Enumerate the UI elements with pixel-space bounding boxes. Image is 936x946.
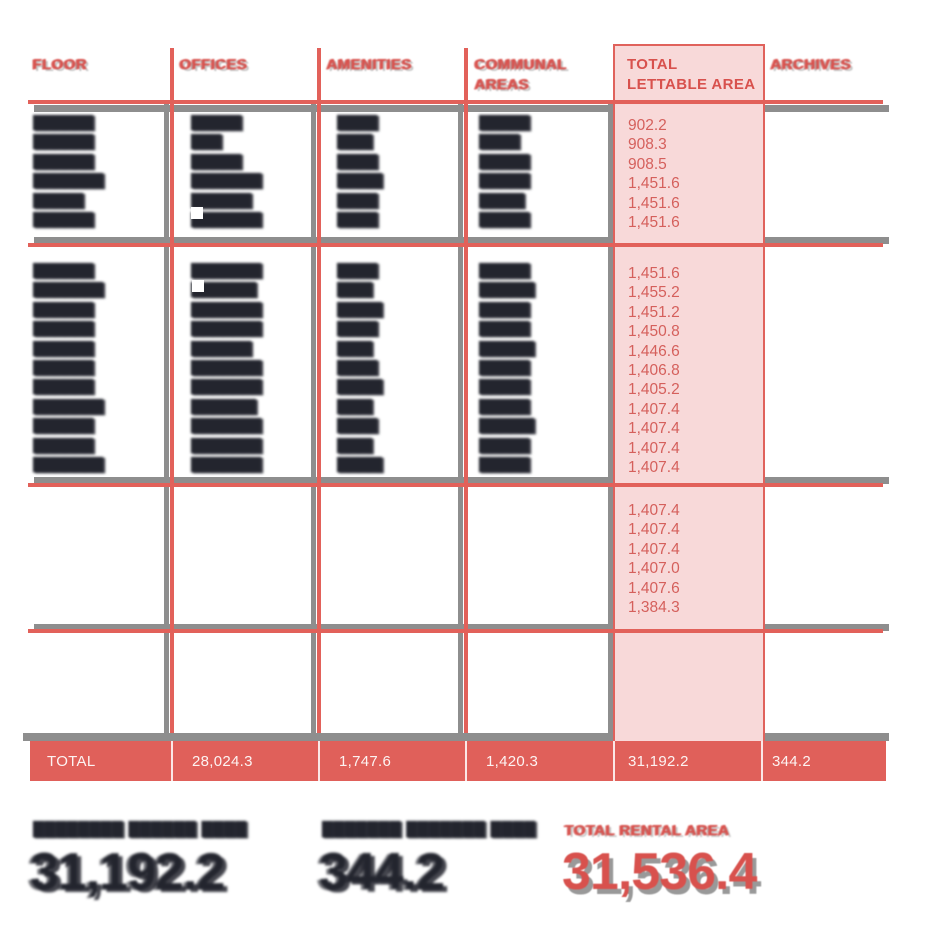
col-header-archives: ARCHIVES — [771, 56, 852, 73]
grid-vline-shadow — [164, 100, 169, 733]
lettable-value: 1,451.6 — [628, 214, 680, 232]
lettable-value: 1,446.6 — [628, 342, 680, 360]
lettable-value: 1,405.2 — [628, 381, 680, 399]
garbled-cell-amenities-g2: ████ ███▌ ████▌ ████ ███▌ ████ ████▌ ███… — [337, 264, 387, 474]
lettable-value: 1,407.4 — [628, 502, 680, 519]
lettable-value: 1,451.6 — [628, 194, 680, 212]
lettable-value: 1,451.2 — [628, 303, 680, 321]
total-bar-separator — [171, 741, 173, 781]
grid-vline — [317, 48, 321, 733]
grid-vline-shadow — [608, 100, 613, 733]
summary-archive-label-obscured: ███████ ███████ ████ — [322, 822, 536, 838]
grid-vline-shadow — [458, 100, 463, 733]
garbled-cell-offices-g2: ███████ ██████▌ ███████ ███████ ██████ █… — [191, 264, 261, 474]
noise-speckle — [191, 207, 203, 219]
total-archives: 344.2 — [772, 753, 812, 770]
total-bar-separator — [613, 741, 615, 781]
col-header-amenities: AMENITIES — [327, 56, 413, 73]
garbled-cell-floor-g2: ██████ ███████ ██████ ██████ ██████ ████… — [33, 264, 103, 474]
noise-speckle — [192, 280, 204, 292]
total-lettable: 31,192.2 — [628, 753, 689, 770]
lettable-value: 1,451.6 — [628, 265, 680, 282]
total-bar-shadow — [23, 733, 889, 741]
lettable-value: 908.5 — [628, 155, 667, 173]
summary-archive-value: 344.2 — [319, 843, 445, 901]
total-bar-separator — [761, 741, 763, 781]
col-header-floor: FLOOR — [33, 56, 88, 73]
garbled-cell-amenities-g1: ████ ███▌ ████ ████▌ ████ ████ — [337, 116, 387, 229]
lettable-value: 1,407.4 — [628, 521, 680, 539]
col-header-communal-areas: COMMUNAL AREAS — [475, 56, 568, 93]
summary-lettable-office-label-obscured: ████████ ██████ ████ — [33, 822, 247, 838]
lettable-values-group1: 902.2 908.3 908.5 1,451.6 1,451.6 1,451.… — [628, 116, 753, 232]
lettable-value: 902.2 — [628, 117, 667, 134]
lettable-value: 1,407.4 — [628, 420, 680, 438]
lettable-value: 1,407.4 — [628, 540, 680, 558]
total-amenities: 1,747.6 — [339, 753, 392, 770]
lettable-value: 1,407.4 — [628, 439, 680, 457]
total-bar-separator — [318, 741, 320, 781]
col-header-offices: OFFICES — [180, 56, 248, 73]
grid-vline — [464, 48, 468, 733]
summary-total-rental-label: TOTAL RENTAL AREA — [565, 822, 730, 839]
garbled-cell-communal-g1: █████ ████ █████ █████ ████▌ █████ — [479, 116, 529, 229]
lettable-value: 1,451.6 — [628, 175, 680, 193]
total-bar — [30, 741, 886, 781]
garbled-cell-communal-g2: █████ █████▌ █████ █████ █████▌ █████ ██… — [479, 264, 539, 474]
lettable-value: 1,407.4 — [628, 459, 680, 477]
lettable-column-highlight — [613, 44, 765, 745]
lettable-value: 1,406.8 — [628, 362, 680, 380]
total-communal: 1,420.3 — [486, 753, 539, 770]
total-bar-separator — [465, 741, 467, 781]
lettable-value: 1,407.0 — [628, 560, 680, 578]
summary-total-rental-value: 31,536.4 — [562, 843, 757, 901]
lettable-value: 1,450.8 — [628, 323, 680, 341]
grid-hline — [28, 100, 883, 104]
lettable-values-group2: 1,451.6 1,455.2 1,451.2 1,450.8 1,446.6 … — [628, 264, 753, 477]
lettable-values-group3: 1,407.4 1,407.4 1,407.4 1,407.0 1,407.6 … — [628, 501, 753, 617]
grid-vline — [170, 48, 174, 733]
summary-lettable-office-value: 31,192.2 — [30, 843, 225, 901]
total-bar-label: TOTAL — [47, 753, 96, 770]
lettable-value: 1,384.3 — [628, 599, 680, 617]
lettable-value: 1,455.2 — [628, 284, 680, 302]
garbled-cell-offices-g1: █████ ███ █████ ███████ ██████ ███████ — [191, 116, 261, 229]
grid-vline-shadow — [311, 100, 316, 733]
lettable-value: 908.3 — [628, 136, 667, 154]
total-offices: 28,024.3 — [192, 753, 253, 770]
lettable-value: 1,407.4 — [628, 400, 680, 418]
grid-hline — [28, 243, 883, 247]
col-header-total-lettable-area: TOTAL LETTABLE AREA — [627, 56, 756, 93]
garbled-cell-floor-g1: ██████ ██████ ██████ ███████ █████ █████… — [33, 116, 103, 229]
grid-hline — [28, 629, 883, 633]
lettable-value: 1,407.6 — [628, 579, 680, 597]
grid-hline — [28, 483, 883, 487]
